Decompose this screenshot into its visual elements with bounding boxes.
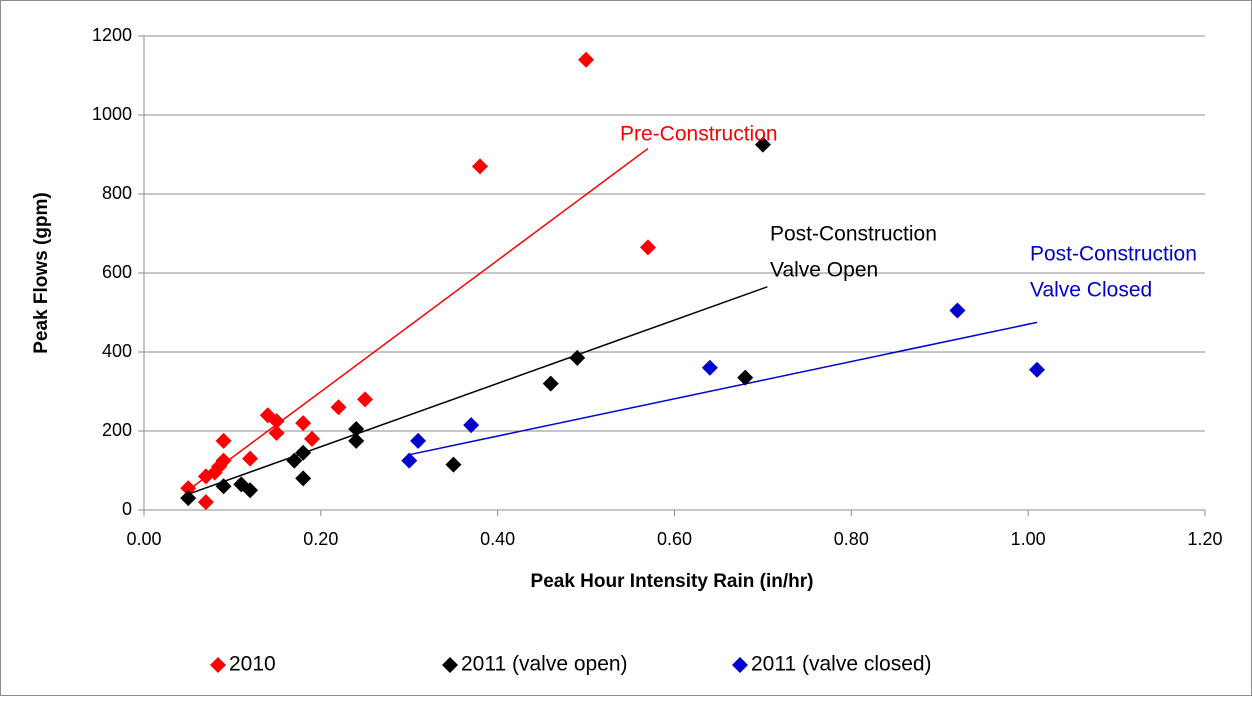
y-tick-label: 1000 xyxy=(92,104,132,124)
scatter-point xyxy=(463,417,480,434)
x-tick-label: 0.60 xyxy=(657,529,692,549)
scatter-point xyxy=(1029,361,1046,378)
annotation: Pre-Construction xyxy=(620,123,778,146)
scatter-point xyxy=(330,399,347,416)
legend-label: 2010 xyxy=(229,653,276,676)
scatter-point xyxy=(542,375,559,392)
legend-label: 2011 (valve closed) xyxy=(751,653,932,676)
scatter-point xyxy=(180,490,197,507)
scatter-point xyxy=(180,480,197,497)
scatter-point xyxy=(215,478,232,495)
scatter-point xyxy=(197,494,214,511)
scatter-point xyxy=(578,51,595,68)
scatter-point xyxy=(215,452,232,469)
trendline xyxy=(187,286,768,495)
scatter-point xyxy=(949,302,966,319)
x-tick-label: 1.00 xyxy=(1011,529,1046,549)
scatter-point xyxy=(348,421,365,438)
x-tick-label: 0.80 xyxy=(834,529,869,549)
scatter-point xyxy=(471,158,488,175)
legend-marker xyxy=(732,657,748,673)
annotation: Valve Closed xyxy=(1030,279,1152,302)
scatter-point xyxy=(268,424,285,441)
y-tick-label: 200 xyxy=(102,420,132,440)
scatter-point xyxy=(701,359,718,376)
x-tick-label: 0.40 xyxy=(480,529,515,549)
scatter-point xyxy=(295,415,312,432)
y-tick-label: 600 xyxy=(102,262,132,282)
scatter-point xyxy=(357,391,374,408)
y-tick-label: 0 xyxy=(122,499,132,519)
legend-marker xyxy=(442,657,458,673)
scatter-point xyxy=(737,369,754,386)
legend-label: 2011 (valve open) xyxy=(461,653,628,676)
scatter-point xyxy=(348,432,365,449)
scatter-point xyxy=(295,444,312,461)
scatter-point xyxy=(303,430,320,447)
y-tick-label: 1200 xyxy=(92,25,132,45)
x-tick-label: 0.20 xyxy=(303,529,338,549)
annotation: Valve Open xyxy=(770,259,878,282)
trendline xyxy=(409,321,1038,456)
y-tick-label: 400 xyxy=(102,341,132,361)
scatter-point xyxy=(242,482,259,499)
trendline xyxy=(187,147,649,491)
scatter-point xyxy=(286,452,303,469)
scatter-point xyxy=(401,452,418,469)
x-tick-label: 1.20 xyxy=(1187,529,1222,549)
scatter-point xyxy=(215,432,232,449)
scatter-point xyxy=(754,136,771,153)
annotation: Post-Construction xyxy=(1030,243,1197,266)
scatter-point xyxy=(410,432,427,449)
y-tick-label: 800 xyxy=(102,183,132,203)
x-axis-title: Peak Hour Intensity Rain (in/hr) xyxy=(531,571,814,592)
scatter-point xyxy=(295,470,312,487)
scatter-point xyxy=(639,239,656,256)
legend-marker xyxy=(210,657,226,673)
x-tick-label: 0.00 xyxy=(126,529,161,549)
scatter-point xyxy=(569,349,586,366)
scatter-point xyxy=(268,413,285,430)
annotation: Post-Construction xyxy=(770,223,937,246)
scatter-point xyxy=(445,456,462,473)
y-axis-title: Peak Flows (gpm) xyxy=(31,192,52,354)
scatter-point xyxy=(242,450,259,467)
